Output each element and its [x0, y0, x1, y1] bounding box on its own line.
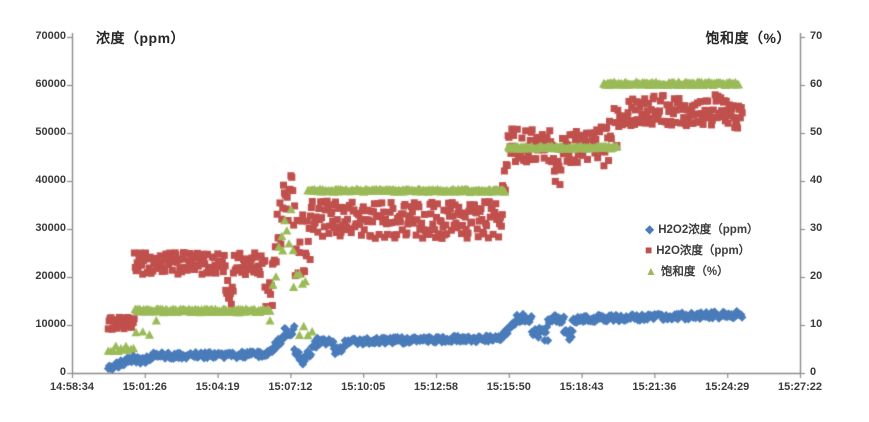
legend-label-h2o: H2O浓度（ppm）	[656, 245, 751, 257]
left-axis-tick-label: 50000	[35, 126, 66, 138]
right-axis-tick-label: 40	[810, 174, 823, 186]
right-axis-tick-label: 50	[810, 126, 823, 138]
left-axis-tick-label: 20000	[35, 270, 66, 282]
legend: ◆ H2O2浓度（ppm） ■ H2O浓度（ppm） ▲ 饱和度（%）	[645, 221, 759, 279]
right-axis-tick-label: 30	[810, 222, 823, 234]
x-axis-tick-label: 15:24:29	[705, 381, 750, 393]
right-axis-tick-label: 70	[810, 30, 823, 42]
left-axis-tick-label: 40000	[35, 174, 66, 186]
x-axis-tick-label: 15:21:36	[632, 381, 677, 393]
legend-label-saturation: 饱和度（%）	[660, 266, 729, 278]
x-axis-tick-label: 15:07:12	[268, 381, 313, 393]
triangle-icon: ▲	[645, 264, 657, 278]
x-axis-tick-label: 15:27:22	[777, 381, 823, 393]
x-axis-tick-label: 15:18:43	[559, 381, 604, 393]
legend-item-h2o: ■ H2O浓度（ppm）	[645, 242, 759, 258]
left-axis-tick-label: 0	[59, 366, 66, 378]
x-axis-tick-label: 15:01:26	[122, 381, 167, 393]
left-axis-title: 浓度（ppm）	[96, 30, 186, 46]
x-axis-tick-label: 15:10:05	[341, 381, 386, 393]
legend-item-h2o2: ◆ H2O2浓度（ppm）	[645, 221, 759, 237]
left-axis-tick-label: 60000	[35, 78, 66, 90]
legend-item-saturation: ▲ 饱和度（%）	[645, 263, 759, 279]
left-axis-tick-label: 70000	[35, 30, 66, 42]
x-axis-tick-label: 14:58:34	[49, 381, 95, 393]
diamond-icon: ◆	[645, 222, 655, 236]
x-axis-tick-label: 15:12:58	[413, 381, 459, 393]
x-axis-tick-label: 15:04:19	[195, 381, 240, 393]
legend-label-h2o2: H2O2浓度（ppm）	[658, 224, 759, 236]
right-axis-tick-label: 20	[810, 270, 823, 282]
right-axis-tick-label: 10	[810, 318, 823, 330]
square-icon: ■	[645, 243, 653, 257]
left-axis-tick-label: 10000	[35, 318, 66, 330]
right-axis-tick-label: 60	[810, 78, 823, 90]
right-axis-title: 饱和度（%）	[705, 30, 791, 46]
left-axis-tick-label: 30000	[35, 222, 66, 234]
x-axis-tick-label: 15:15:50	[486, 381, 531, 393]
right-axis-tick-label: 0	[810, 366, 817, 378]
